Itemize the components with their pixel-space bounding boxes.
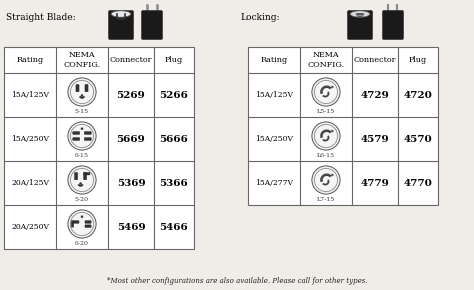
Text: Rating: Rating: [260, 56, 288, 64]
Text: L5-15: L5-15: [317, 108, 335, 114]
Circle shape: [312, 78, 340, 106]
Text: 15A/125V: 15A/125V: [11, 91, 49, 99]
Text: 4720: 4720: [403, 90, 432, 99]
Text: 15A/125V: 15A/125V: [255, 91, 293, 99]
Text: Plug: Plug: [165, 56, 183, 64]
Text: 5369: 5369: [117, 179, 146, 188]
FancyBboxPatch shape: [347, 10, 373, 39]
FancyBboxPatch shape: [85, 84, 88, 92]
Text: 5366: 5366: [160, 179, 188, 188]
Text: 5466: 5466: [160, 222, 188, 231]
Text: 5666: 5666: [160, 135, 189, 144]
Circle shape: [81, 127, 83, 130]
FancyBboxPatch shape: [84, 138, 91, 140]
Text: 4729: 4729: [361, 90, 389, 99]
Circle shape: [331, 174, 334, 176]
Text: 15A/277V: 15A/277V: [255, 179, 293, 187]
Text: 4570: 4570: [404, 135, 432, 144]
Text: 5669: 5669: [117, 135, 146, 144]
Text: Connector: Connector: [110, 56, 152, 64]
Circle shape: [79, 182, 82, 185]
FancyBboxPatch shape: [73, 221, 79, 223]
FancyBboxPatch shape: [109, 10, 134, 39]
Text: L7-15: L7-15: [317, 197, 335, 202]
Text: 20A/125V: 20A/125V: [11, 179, 49, 187]
Circle shape: [71, 124, 93, 148]
Text: NEMA
CONFIG.: NEMA CONFIG.: [64, 51, 100, 69]
Circle shape: [68, 78, 96, 106]
Text: 4770: 4770: [403, 179, 432, 188]
Text: Straight Blade:: Straight Blade:: [6, 12, 76, 21]
Text: Locking:: Locking:: [240, 12, 280, 21]
Text: Connector: Connector: [354, 56, 396, 64]
Circle shape: [68, 210, 96, 238]
Circle shape: [68, 122, 96, 150]
Text: 15A/250V: 15A/250V: [11, 135, 49, 143]
Circle shape: [71, 168, 93, 192]
Text: L6-15: L6-15: [317, 153, 335, 157]
Text: NEMA
CONFIG.: NEMA CONFIG.: [308, 51, 345, 69]
Text: Rating: Rating: [17, 56, 44, 64]
Text: 5-20: 5-20: [75, 197, 89, 202]
Circle shape: [314, 168, 337, 192]
Bar: [4, 47, 194, 249]
FancyBboxPatch shape: [73, 138, 80, 140]
FancyBboxPatch shape: [73, 132, 80, 134]
Text: *Most other configurations are also available. Please call for other types.: *Most other configurations are also avai…: [107, 277, 367, 285]
Text: 4579: 4579: [361, 135, 389, 144]
Ellipse shape: [350, 11, 370, 17]
Text: 5-15: 5-15: [75, 108, 89, 114]
Text: 6-15: 6-15: [75, 153, 89, 157]
FancyBboxPatch shape: [142, 10, 163, 39]
Circle shape: [314, 124, 337, 148]
FancyBboxPatch shape: [85, 225, 91, 227]
FancyBboxPatch shape: [74, 173, 78, 180]
Circle shape: [81, 94, 83, 97]
Text: 6-20: 6-20: [75, 241, 89, 246]
Circle shape: [71, 80, 93, 104]
Circle shape: [68, 166, 96, 194]
Circle shape: [312, 122, 340, 150]
Circle shape: [81, 215, 83, 218]
Text: 15A/250V: 15A/250V: [255, 135, 293, 143]
Text: 20A/250V: 20A/250V: [11, 223, 49, 231]
Text: 4779: 4779: [361, 179, 389, 188]
Circle shape: [312, 166, 340, 194]
FancyBboxPatch shape: [76, 84, 79, 92]
FancyBboxPatch shape: [383, 10, 403, 39]
Ellipse shape: [111, 11, 131, 17]
FancyBboxPatch shape: [84, 132, 91, 134]
Circle shape: [331, 130, 334, 132]
Circle shape: [314, 80, 337, 104]
FancyBboxPatch shape: [83, 173, 87, 180]
FancyBboxPatch shape: [85, 221, 91, 223]
FancyBboxPatch shape: [84, 173, 90, 175]
Circle shape: [71, 213, 93, 235]
Text: 5469: 5469: [117, 222, 146, 231]
Text: 5266: 5266: [160, 90, 189, 99]
Bar: [248, 47, 438, 205]
Circle shape: [331, 86, 334, 88]
Text: 5269: 5269: [117, 90, 146, 99]
Text: Plug: Plug: [409, 56, 427, 64]
FancyBboxPatch shape: [71, 221, 74, 227]
